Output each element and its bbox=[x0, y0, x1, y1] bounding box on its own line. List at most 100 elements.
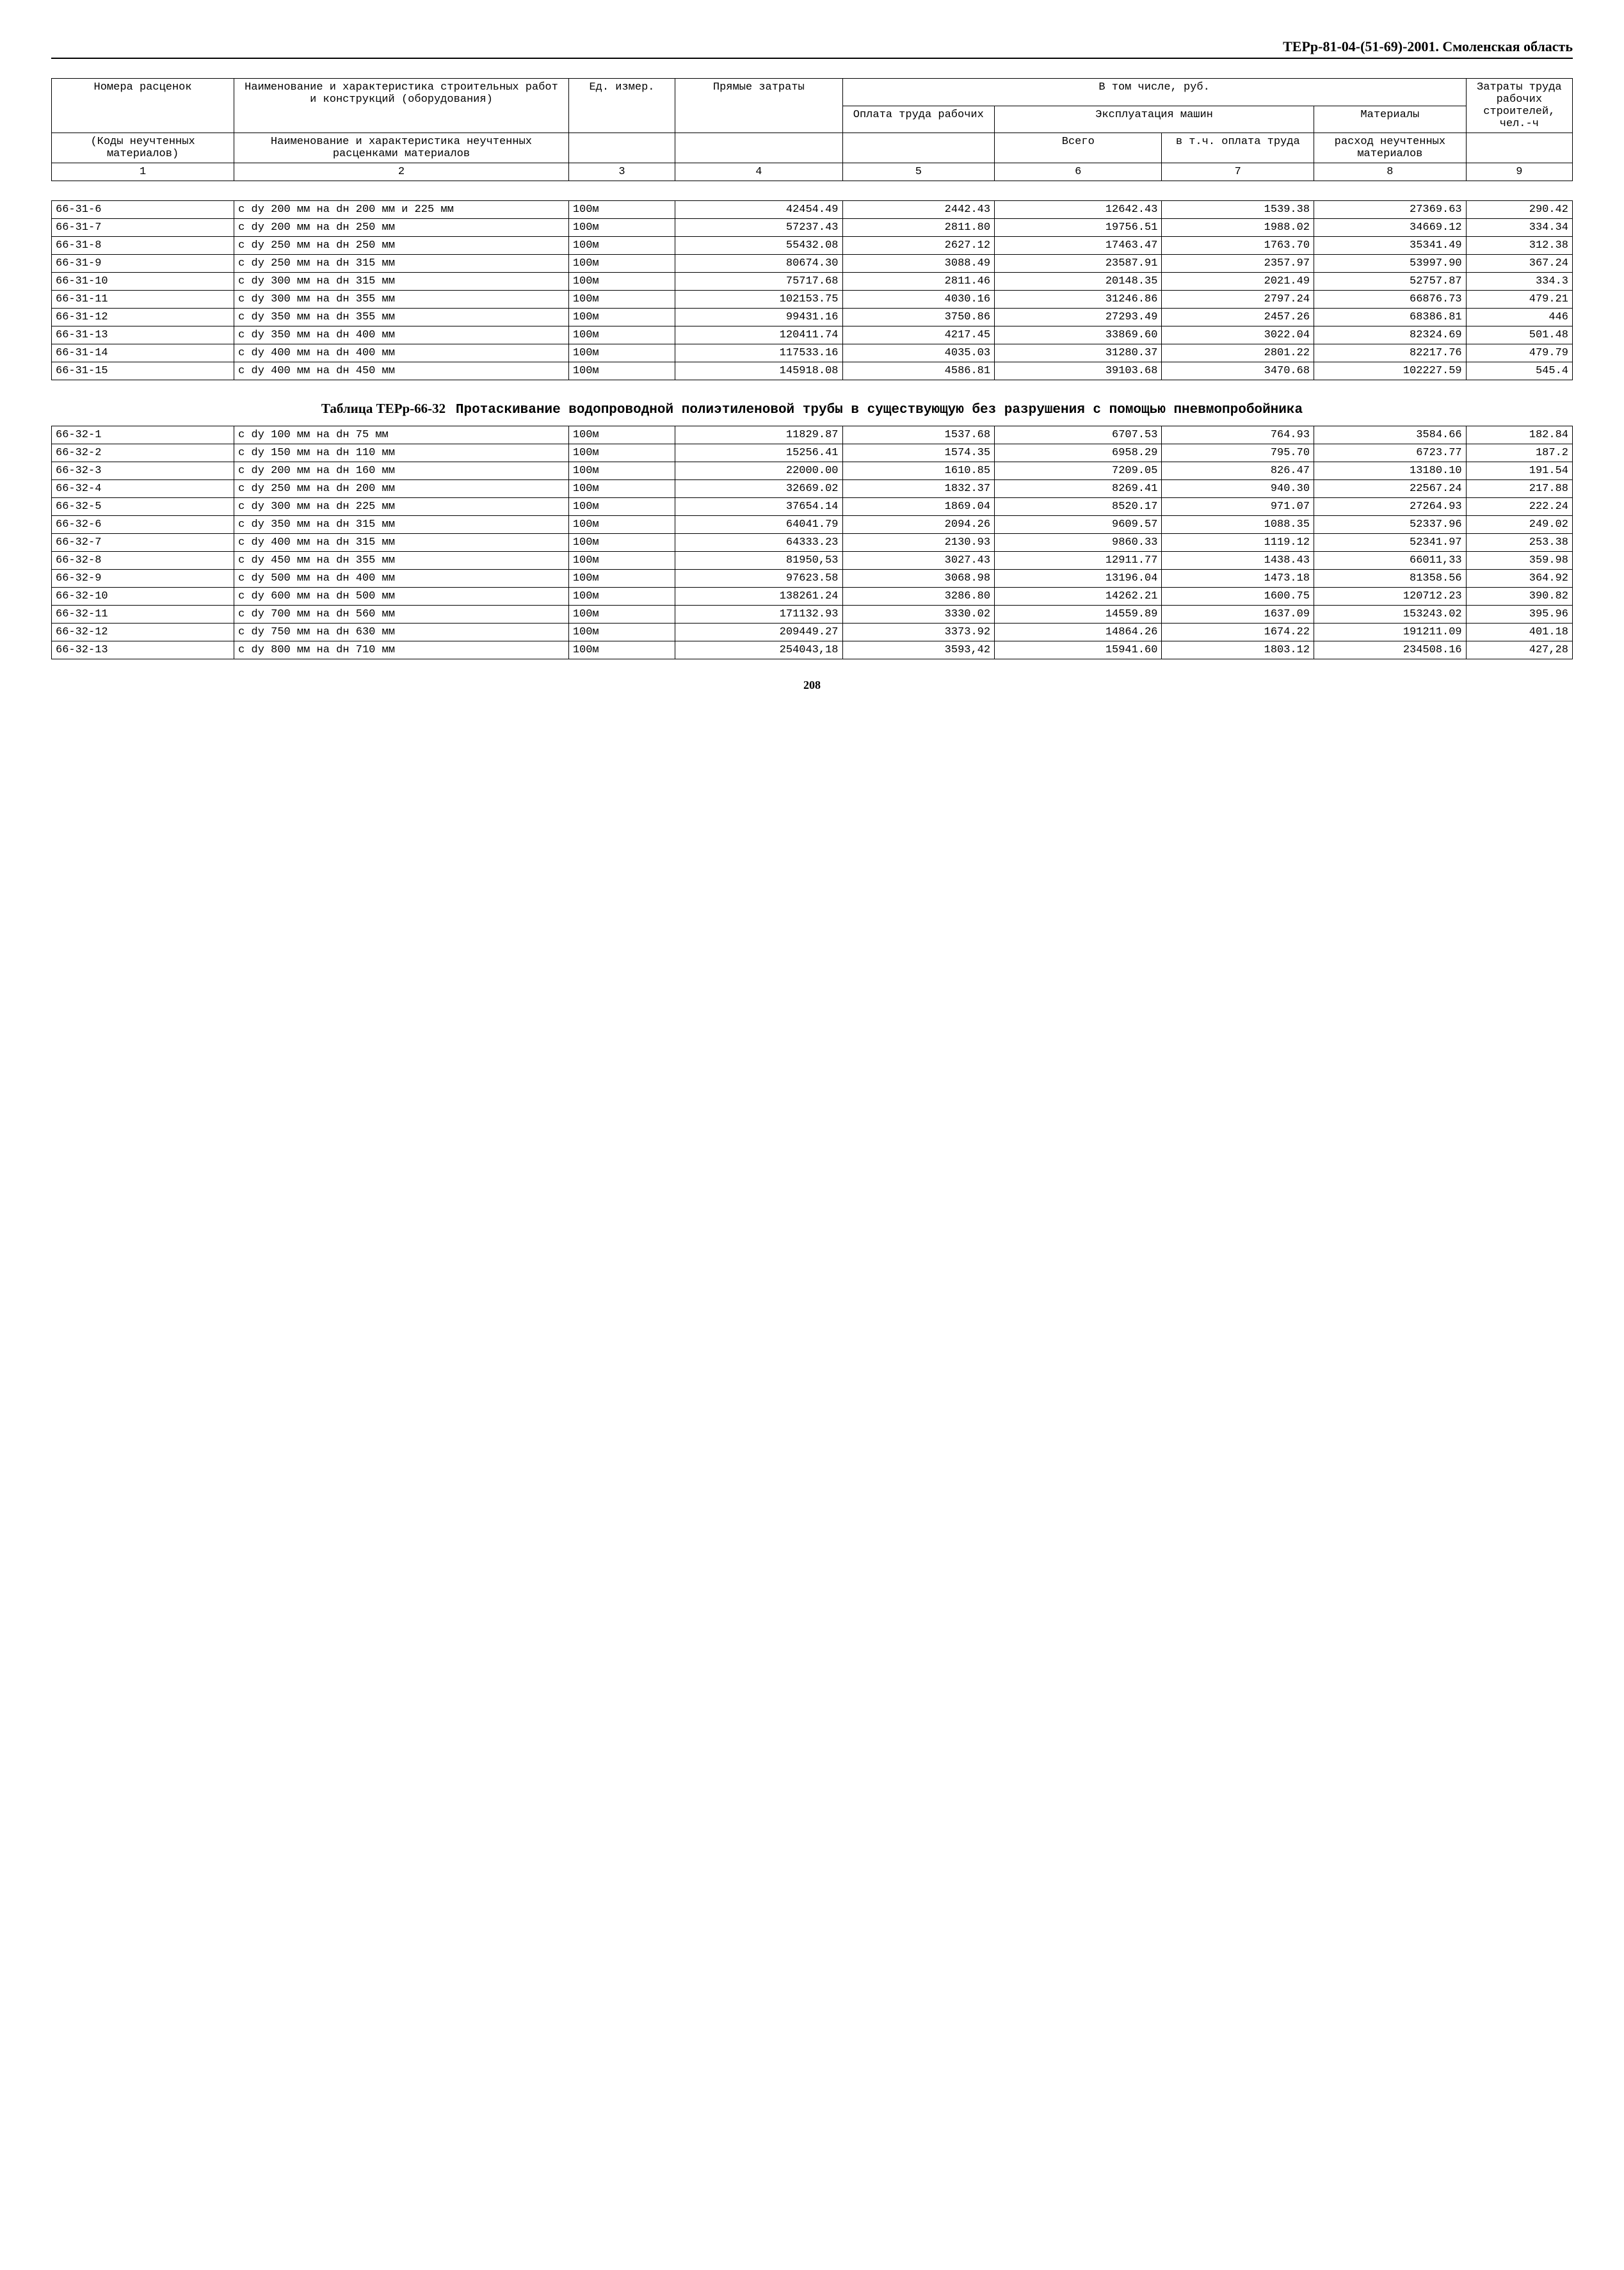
table-cell: 15941.60 bbox=[995, 641, 1162, 659]
table-cell: 6723.77 bbox=[1314, 444, 1467, 462]
table-cell: 100м bbox=[568, 273, 675, 291]
table-cell: 66-32-8 bbox=[52, 552, 234, 570]
table-cell: 312.38 bbox=[1466, 237, 1572, 255]
table-row: 66-32-2с dу 150 мм на dн 110 мм100м15256… bbox=[52, 444, 1573, 462]
table-cell: 9609.57 bbox=[995, 516, 1162, 534]
table-cell: с dу 250 мм на dн 250 мм bbox=[234, 237, 569, 255]
table-cell: 364.92 bbox=[1466, 570, 1572, 588]
table-cell: 66-32-13 bbox=[52, 641, 234, 659]
table-row: 66-31-12с dу 350 мм на dн 355 мм100м9943… bbox=[52, 309, 1573, 326]
table-cell: 3750.86 bbox=[842, 309, 995, 326]
table-cell: 52341.97 bbox=[1314, 534, 1467, 552]
table-cell: с dу 800 мм на dн 710 мм bbox=[234, 641, 569, 659]
hcell: Оплата труда рабочих bbox=[842, 106, 995, 133]
table-cell: 100м bbox=[568, 291, 675, 309]
table-cell: 2442.43 bbox=[842, 201, 995, 219]
table-cell: с dу 150 мм на dн 110 мм bbox=[234, 444, 569, 462]
table-row: 66-32-13с dу 800 мм на dн 710 мм100м2540… bbox=[52, 641, 1573, 659]
table-cell: с dу 600 мм на dн 500 мм bbox=[234, 588, 569, 606]
hcell: Материалы bbox=[1314, 106, 1467, 133]
table-cell: 14864.26 bbox=[995, 624, 1162, 641]
table-cell: 1674.22 bbox=[1162, 624, 1314, 641]
table-cell: с dу 400 мм на dн 450 мм bbox=[234, 362, 569, 380]
table-cell: 22000.00 bbox=[675, 462, 842, 480]
table-cell: 209449.27 bbox=[675, 624, 842, 641]
table-cell: 66011,33 bbox=[1314, 552, 1467, 570]
table-cell: 217.88 bbox=[1466, 480, 1572, 498]
table-cell: с dу 300 мм на dн 355 мм bbox=[234, 291, 569, 309]
table-cell: 22567.24 bbox=[1314, 480, 1467, 498]
table-cell: 14559.89 bbox=[995, 606, 1162, 624]
table-cell: 64041.79 bbox=[675, 516, 842, 534]
table-cell: с dу 200 мм на dн 160 мм bbox=[234, 462, 569, 480]
table-row: 66-32-5с dу 300 мм на dн 225 мм100м37654… bbox=[52, 498, 1573, 516]
table-cell: 3027.43 bbox=[842, 552, 995, 570]
table-cell: 23587.91 bbox=[995, 255, 1162, 273]
table-cell: 13196.04 bbox=[995, 570, 1162, 588]
table-cell: 4030.16 bbox=[842, 291, 995, 309]
hcell: Затраты труда рабочих строителей, чел.-ч bbox=[1466, 79, 1572, 133]
table-cell: 20148.35 bbox=[995, 273, 1162, 291]
hcell: Ед. измер. bbox=[568, 79, 675, 133]
table-row: 66-31-15с dу 400 мм на dн 450 мм100м1459… bbox=[52, 362, 1573, 380]
table-cell: 1832.37 bbox=[842, 480, 995, 498]
table-row: 66-31-9с dу 250 мм на dн 315 мм100м80674… bbox=[52, 255, 1573, 273]
table-cell: 66-31-12 bbox=[52, 309, 234, 326]
table-cell: 80674.30 bbox=[675, 255, 842, 273]
table-cell: 100м bbox=[568, 588, 675, 606]
table-cell: 249.02 bbox=[1466, 516, 1572, 534]
table-cell: 191.54 bbox=[1466, 462, 1572, 480]
table-cell: 100м bbox=[568, 552, 675, 570]
table-row: 66-32-11с dу 700 мм на dн 560 мм100м1711… bbox=[52, 606, 1573, 624]
hcell: Номера расценок bbox=[52, 79, 234, 133]
table-cell: 66-31-13 bbox=[52, 326, 234, 344]
table-cell: 27293.49 bbox=[995, 309, 1162, 326]
table-row: 66-32-1с dу 100 мм на dн 75 мм100м11829.… bbox=[52, 426, 1573, 444]
table-cell: 75717.68 bbox=[675, 273, 842, 291]
hcell: Наименование и характеристика строительн… bbox=[234, 79, 569, 133]
table-cell: 37654.14 bbox=[675, 498, 842, 516]
hcell: Эксплуатация машин bbox=[995, 106, 1314, 133]
table-row: 66-31-13с dу 350 мм на dн 400 мм100м1204… bbox=[52, 326, 1573, 344]
table-cell: 66-31-11 bbox=[52, 291, 234, 309]
table-cell: 82217.76 bbox=[1314, 344, 1467, 362]
table-cell: 1610.85 bbox=[842, 462, 995, 480]
table-cell: 9860.33 bbox=[995, 534, 1162, 552]
table-cell: 6707.53 bbox=[995, 426, 1162, 444]
table-cell: 81358.56 bbox=[1314, 570, 1467, 588]
table-cell: 55432.08 bbox=[675, 237, 842, 255]
table-cell: с dу 350 мм на dн 355 мм bbox=[234, 309, 569, 326]
table-cell: 11829.87 bbox=[675, 426, 842, 444]
table-cell: 4217.45 bbox=[842, 326, 995, 344]
table-cell: 100м bbox=[568, 219, 675, 237]
table-cell: 2357.97 bbox=[1162, 255, 1314, 273]
table-cell: 971.07 bbox=[1162, 498, 1314, 516]
table-cell: 1539.38 bbox=[1162, 201, 1314, 219]
table-cell: с dу 350 мм на dн 400 мм bbox=[234, 326, 569, 344]
table-cell: 100м bbox=[568, 641, 675, 659]
table-cell: 222.24 bbox=[1466, 498, 1572, 516]
table-cell: 3584.66 bbox=[1314, 426, 1467, 444]
table-cell: 100м bbox=[568, 237, 675, 255]
page-number: 208 bbox=[51, 679, 1573, 692]
table-cell: 32669.02 bbox=[675, 480, 842, 498]
table-cell: 66-32-4 bbox=[52, 480, 234, 498]
table-cell: с dу 700 мм на dн 560 мм bbox=[234, 606, 569, 624]
hcell: Всего bbox=[995, 133, 1162, 163]
table-cell: 102227.59 bbox=[1314, 362, 1467, 380]
table-cell: 66876.73 bbox=[1314, 291, 1467, 309]
table-cell: 501.48 bbox=[1466, 326, 1572, 344]
hcell: 6 bbox=[995, 163, 1162, 181]
table-cell: 2094.26 bbox=[842, 516, 995, 534]
table-cell: 3286.80 bbox=[842, 588, 995, 606]
hcell: Наименование и характеристика неучтенных… bbox=[234, 133, 569, 163]
table-cell: 66-32-11 bbox=[52, 606, 234, 624]
table-cell: 4586.81 bbox=[842, 362, 995, 380]
table-cell: 100м bbox=[568, 570, 675, 588]
table-cell: 82324.69 bbox=[1314, 326, 1467, 344]
table-row: 66-31-11с dу 300 мм на dн 355 мм100м1021… bbox=[52, 291, 1573, 309]
table-cell: 64333.23 bbox=[675, 534, 842, 552]
table-cell: 390.82 bbox=[1466, 588, 1572, 606]
table-cell: 3088.49 bbox=[842, 255, 995, 273]
table-cell: 66-32-7 bbox=[52, 534, 234, 552]
